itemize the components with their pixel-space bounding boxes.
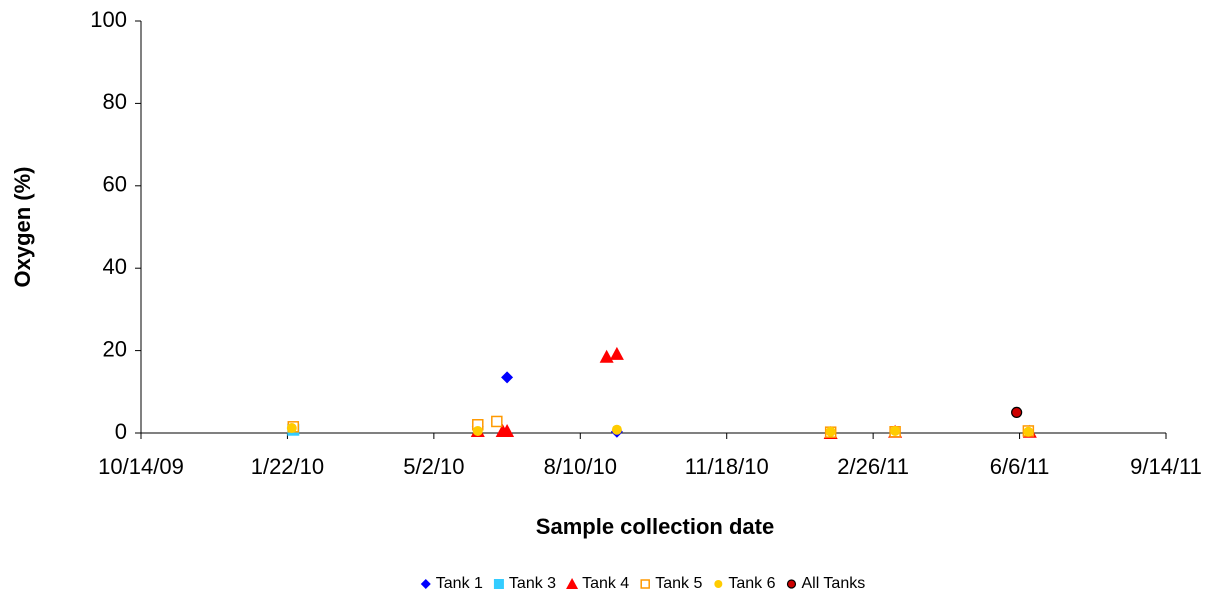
legend: Tank 1 Tank 3 Tank 4 Tank 5 Tank 6 All Tanks	[420, 575, 865, 592]
legend-item: Tank 1	[420, 575, 483, 592]
y-tick-label: 100	[90, 7, 127, 32]
marker	[500, 423, 515, 437]
marker	[501, 371, 514, 384]
marker	[786, 579, 797, 589]
marker	[1011, 406, 1023, 418]
marker	[714, 580, 723, 588]
legend-item: Tank 6	[714, 575, 776, 592]
y-tick-label: 40	[103, 254, 127, 279]
x-tick-label: 5/2/10	[403, 454, 464, 479]
legend-label: Tank 6	[728, 575, 775, 592]
y-tick-label: 60	[103, 172, 127, 197]
legend-label: Tank 1	[436, 575, 483, 592]
x-tick-label: 1/22/10	[251, 454, 324, 479]
marker	[825, 426, 836, 437]
x-tick-label: 8/10/10	[544, 454, 617, 479]
marker	[609, 346, 624, 360]
y-tick-label: 20	[103, 336, 127, 361]
marker	[890, 425, 901, 436]
legend-item: Tank 3	[493, 575, 556, 592]
x-tick-label: 11/18/10	[685, 454, 769, 479]
marker	[420, 579, 431, 589]
legend-item: Tank 4	[566, 575, 629, 592]
x-axis-title: Sample collection date	[536, 514, 774, 539]
marker	[640, 579, 650, 589]
y-axis-title: Oxygen (%)	[10, 166, 35, 287]
legend-item: All Tanks	[786, 575, 865, 592]
marker	[286, 423, 297, 434]
marker	[599, 349, 614, 363]
legend-label: Tank 4	[582, 575, 629, 592]
legend-label: Tank 5	[655, 575, 702, 592]
marker	[566, 578, 579, 589]
x-tick-label: 2/26/11	[837, 454, 909, 479]
y-tick-label: 0	[115, 419, 127, 444]
marker	[472, 425, 483, 436]
x-tick-label: 6/6/11	[990, 454, 1050, 479]
marker	[1023, 426, 1034, 437]
marker	[493, 579, 504, 589]
marker	[611, 424, 622, 435]
legend-item: Tank 5	[640, 575, 702, 592]
legend-label: All Tanks	[801, 575, 865, 592]
x-tick-label: 10/14/09	[98, 454, 184, 479]
legend-label: Tank 3	[509, 575, 556, 592]
y-tick-label: 80	[103, 89, 127, 114]
marker	[491, 415, 503, 428]
x-tick-label: 9/14/11	[1130, 454, 1202, 479]
